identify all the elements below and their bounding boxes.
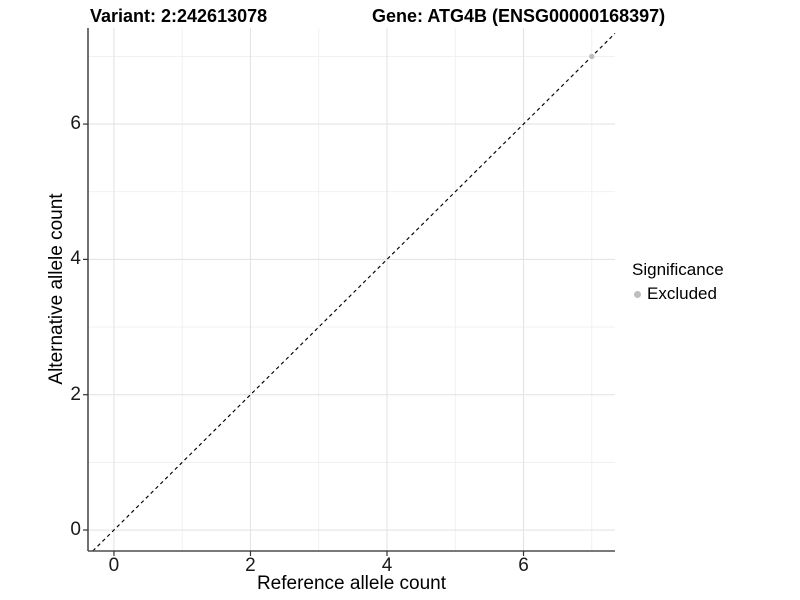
legend-entry-label: Excluded	[647, 284, 717, 303]
y-axis-tick-label: 2	[70, 383, 81, 405]
legend-entries: Excluded	[632, 284, 724, 304]
data-point	[589, 53, 595, 60]
gene-title: Gene: ATG4B (ENSG00000168397)	[372, 6, 666, 26]
legend-point-icon	[634, 290, 641, 298]
identity-dashed-line	[92, 33, 616, 552]
x-axis-tick-label: 4	[381, 555, 393, 576]
x-axis-tick-label: 0	[108, 555, 120, 576]
x-axis-tick-label: 2	[245, 555, 256, 576]
legend-entry: Excluded	[632, 284, 724, 304]
y-axis-tick-label: 6	[70, 113, 81, 135]
legend-title: Significance	[632, 260, 724, 279]
x-axis-tick-label: 6	[518, 555, 529, 576]
variant-title: Variant: 2:242613078	[90, 6, 268, 26]
legend: Significance Excluded	[632, 260, 724, 304]
y-axis-tick-label: 0	[70, 519, 81, 541]
y-axis-title: Alternative allele count	[46, 193, 67, 385]
x-axis-title: Reference allele count	[256, 573, 447, 594]
y-axis-tick-label: 4	[70, 248, 81, 270]
panel-background	[88, 28, 615, 551]
